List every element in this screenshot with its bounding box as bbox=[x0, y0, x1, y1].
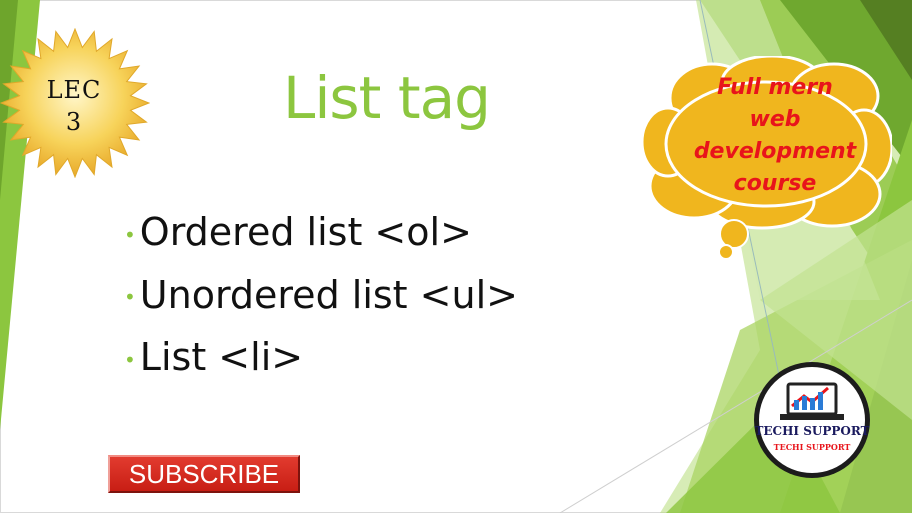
starburst-badge-icon bbox=[0, 28, 150, 178]
bullet-text: Unordered list <ul> bbox=[139, 272, 518, 317]
lec-badge-label: LEC 3 bbox=[28, 74, 120, 138]
bullet-dot-icon: • bbox=[124, 285, 136, 309]
cloud-line: development bbox=[693, 139, 857, 164]
logo-text-secondary: TECHI SUPPORT bbox=[773, 442, 851, 452]
cloud-line: web bbox=[749, 107, 801, 132]
lec-badge-line1: LEC bbox=[46, 76, 102, 104]
bullet-item: • List <li> bbox=[124, 327, 518, 390]
cloud-callout-text: Full mern web development course bbox=[680, 72, 870, 200]
cloud-line: course bbox=[733, 171, 817, 196]
lec-badge-line2: 3 bbox=[65, 108, 83, 136]
bullet-dot-icon: • bbox=[124, 222, 136, 247]
slide-title: List tag bbox=[283, 64, 491, 132]
bullet-item: • Unordered list <ul> bbox=[124, 265, 518, 328]
techi-support-logo-icon bbox=[754, 362, 870, 478]
bullet-text: List <li> bbox=[139, 335, 304, 379]
bullet-dot-icon: • bbox=[124, 347, 136, 372]
logo-text-primary: TECHI SUPPORT bbox=[754, 424, 870, 438]
bullet-text: Ordered list <ol> bbox=[139, 210, 472, 254]
thought-cloud-icon bbox=[642, 56, 892, 260]
bullet-list: • Ordered list <ol> • Unordered list <ul> … bbox=[124, 202, 518, 390]
bullet-item: • Ordered list <ol> bbox=[124, 202, 518, 265]
subscribe-button[interactable]: SUBSCRIBE bbox=[108, 455, 300, 493]
cloud-line: Full mern bbox=[717, 75, 833, 100]
